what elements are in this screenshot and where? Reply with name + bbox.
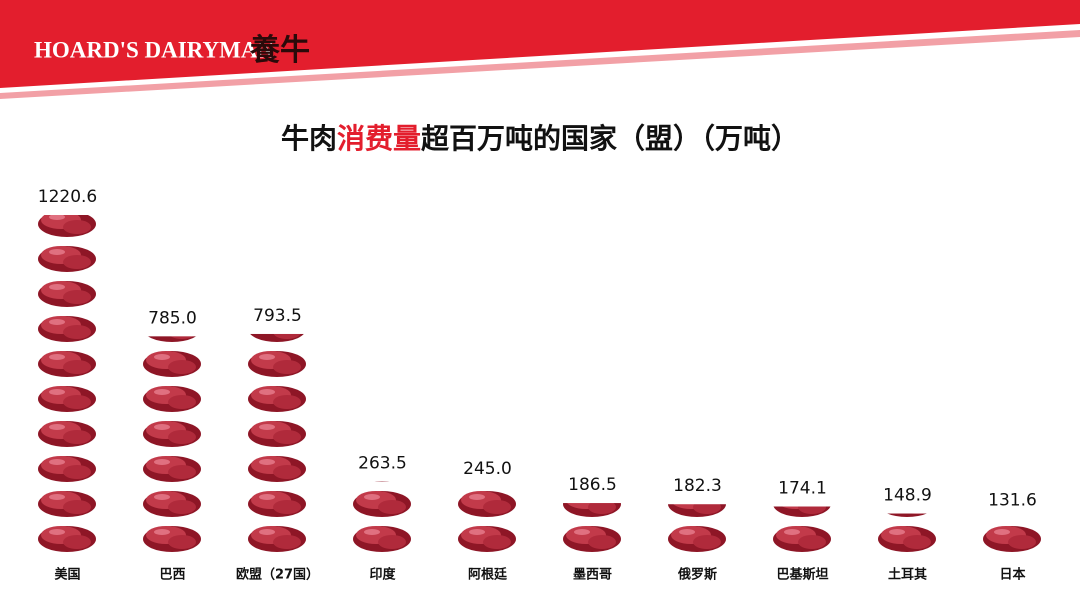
bar <box>772 506 833 555</box>
value-label: 148.9 <box>883 486 932 506</box>
bar <box>142 336 203 555</box>
title-highlight: 消费量 <box>337 122 421 155</box>
x-tick-label: 阿根廷 <box>468 567 508 583</box>
bar <box>37 215 98 555</box>
x-tick-label: 巴基斯坦 <box>776 567 828 583</box>
banner-stripe <box>0 30 1080 99</box>
value-label: 263.5 <box>358 454 407 474</box>
value-label: 245.0 <box>463 459 512 479</box>
bar <box>877 513 938 555</box>
banner <box>0 0 1080 88</box>
brand-cn: 養牛 <box>249 33 310 68</box>
x-tick-label: 日本 <box>999 567 1025 583</box>
chart-title: 牛肉消费量超百万吨的国家（盟）（万吨） <box>281 122 799 155</box>
x-tick-label: 土耳其 <box>888 567 927 583</box>
brand: HOARD'S DAIRYMAN <box>34 37 274 62</box>
value-label: 174.1 <box>778 479 827 499</box>
title-part: 牛肉 <box>281 122 337 155</box>
value-label: 793.5 <box>253 306 302 326</box>
x-tick-label: 墨西哥 <box>573 567 612 583</box>
x-tick-label: 欧盟（27国） <box>236 567 319 583</box>
bar <box>982 518 1043 555</box>
value-label: 785.0 <box>148 308 197 328</box>
bar <box>667 504 728 555</box>
value-label: 182.3 <box>673 476 722 496</box>
bar <box>352 481 413 555</box>
x-tick-label: 美国 <box>54 567 80 583</box>
value-label: 1220.6 <box>38 187 97 207</box>
bar <box>562 503 623 555</box>
bar <box>457 486 518 555</box>
title-part: 超百万吨的国家（盟）（万吨） <box>421 122 799 155</box>
x-tick-label: 俄罗斯 <box>677 567 717 583</box>
value-label: 186.5 <box>568 475 617 495</box>
x-tick-label: 印度 <box>369 567 396 583</box>
x-tick-label: 巴西 <box>159 568 185 583</box>
value-label: 131.6 <box>988 490 1037 510</box>
bar <box>247 333 308 555</box>
